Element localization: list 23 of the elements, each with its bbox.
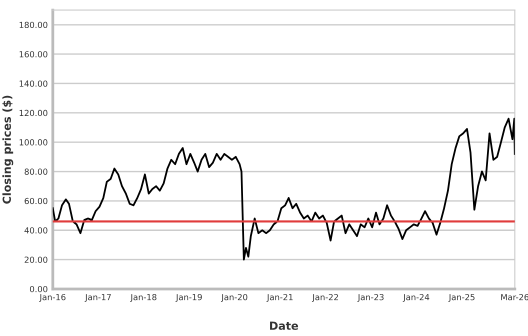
y-tick-label: 0.00 [30,286,48,292]
x-tick-label: Jan-16 [39,294,66,302]
y-tick-label: 80.00 [24,168,48,175]
x-axis-title: Date [270,322,298,330]
x-tick-label: Jan-21 [266,294,293,302]
y-tick-label: 40.00 [24,227,48,234]
y-tick-label: 60.00 [24,198,48,204]
x-tick-label: Jan-22 [312,294,338,302]
x-tick-label: Jan-24 [402,294,430,302]
y-tick-label: 100.00 [20,139,48,146]
x-tick-label: Jan-23 [357,294,384,302]
x-tick-label: Jan-18 [130,294,156,302]
x-tick-label: Jan-17 [84,294,111,302]
x-tick-label: Jan-20 [220,294,248,302]
line-series [52,118,515,261]
y-tick-label: 120.00 [20,110,48,116]
x-tick-label: Jan-19 [176,294,202,302]
y-tick-label: 20.00 [24,256,48,263]
y-tick-label: 180.00 [20,22,48,28]
y-tick-label: 140.00 [20,80,48,87]
y-axis-title: Closing prices ($) [2,96,14,204]
y-tick-label: 160.00 [20,51,48,58]
x-tick-label: Jan-25 [448,294,475,302]
